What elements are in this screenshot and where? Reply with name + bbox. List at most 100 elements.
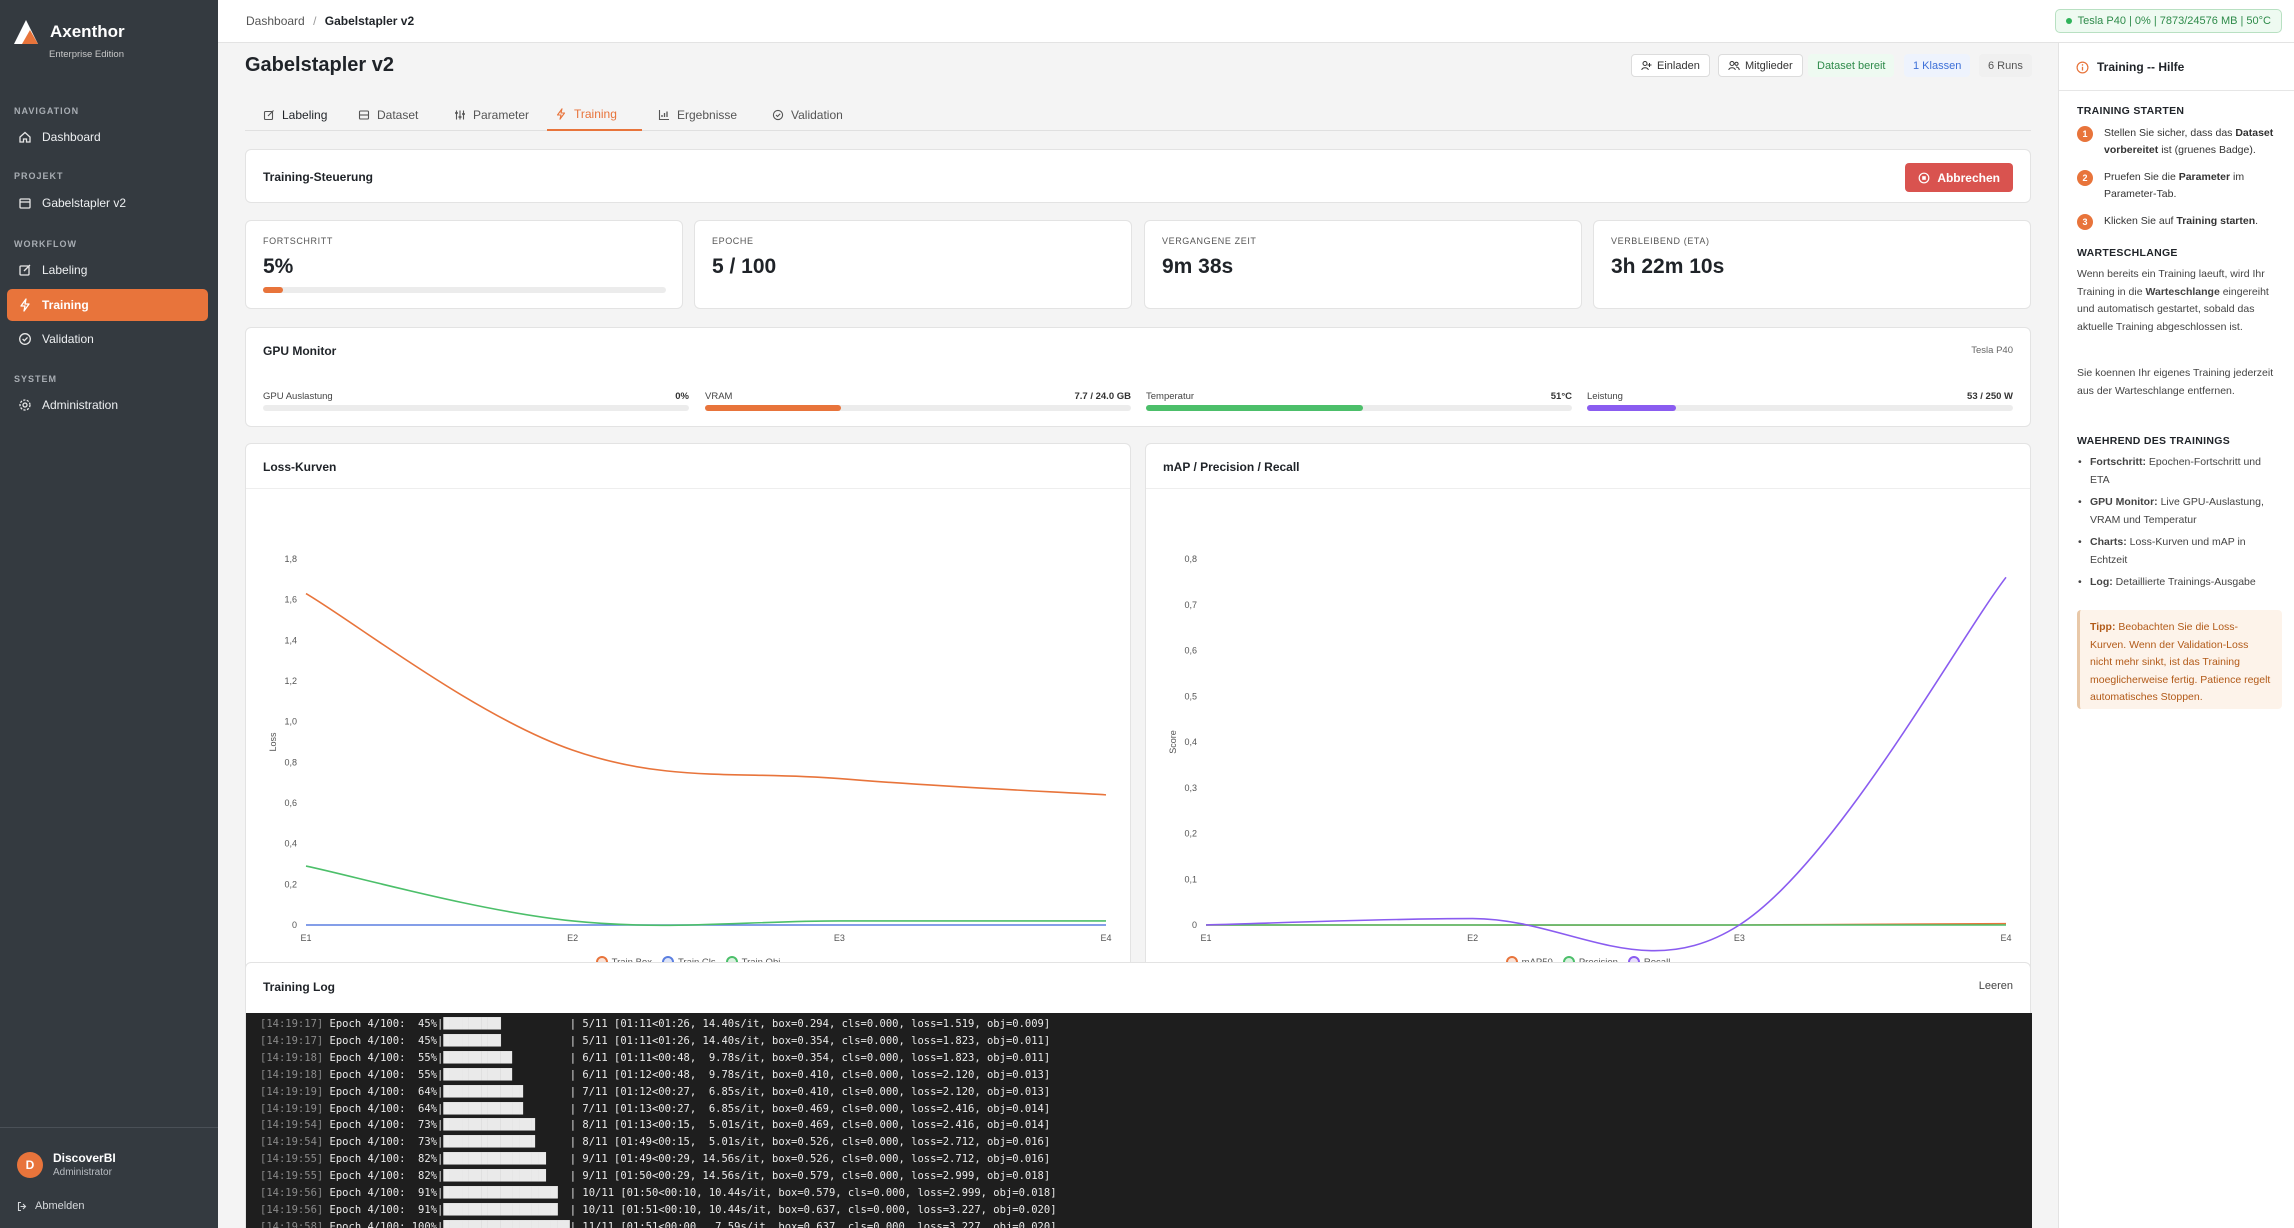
axenthor-logo-icon (14, 20, 38, 44)
y-tick-label: 0,4 (284, 839, 297, 849)
avatar[interactable]: D (17, 1152, 43, 1178)
eta-card: VERBLEIBEND (ETA) 3h 22m 10s (1593, 220, 2031, 309)
tab-labeling[interactable]: Labeling (255, 99, 335, 131)
edit-icon (263, 110, 274, 121)
sidebar-item-label: Validation (42, 332, 94, 346)
log-line: [14:19:58] Epoch 4/100: 100%|███████████… (260, 1219, 2018, 1228)
item-bold: GPU Monitor: (2090, 496, 2158, 508)
logout-button[interactable]: Abmelden (17, 1200, 85, 1212)
nav-section-workflow: WORKFLOW (14, 239, 77, 249)
training-log-card: Training Log Leeren [14:19:17] Epoch 4/1… (245, 962, 2032, 1228)
abort-button[interactable]: Abbrechen (1905, 163, 2013, 192)
breadcrumb-root[interactable]: Dashboard (246, 14, 305, 28)
log-timestamp: [14:19:55] (260, 1170, 324, 1183)
lightning-icon (556, 108, 566, 120)
card-divider (246, 488, 1130, 489)
log-line: [14:19:19] Epoch 4/100: 64%|████████████… (260, 1101, 2018, 1118)
sidebar-item-dashboard[interactable]: Dashboard (7, 121, 208, 153)
stat-label: VERBLEIBEND (ETA) (1611, 236, 1710, 246)
y-tick-label: 1,0 (284, 717, 297, 727)
log-text: Epoch 4/100: 45%|█████████▏ | 5/11 [01:1… (323, 1034, 1051, 1047)
help-step: 3 Klicken Sie auf Training starten. (2077, 213, 2282, 230)
sidebar-item-administration[interactable]: Administration (7, 389, 208, 421)
tab-bar: Labeling Dataset Parameter Training Erge… (245, 99, 2031, 131)
log-line: [14:19:17] Epoch 4/100: 45%|█████████▏ |… (260, 1033, 2018, 1050)
log-line: [14:19:54] Epoch 4/100: 73%|████████████… (260, 1117, 2018, 1134)
gpu-metric-temperature: Temperatur 51°C (1146, 391, 1572, 411)
log-timestamp: [14:19:17] (260, 1018, 324, 1030)
step-text: im Parameter-Tab. (2104, 171, 2245, 200)
tab-label: Labeling (282, 108, 328, 122)
breadcrumb-separator: / (313, 14, 317, 28)
log-timestamp: [14:19:55] (260, 1153, 324, 1166)
gear-icon (19, 399, 31, 411)
tab-training[interactable]: Training (547, 99, 642, 131)
clear-log-button[interactable]: Leeren (1978, 980, 2013, 992)
log-title: Training Log (263, 980, 335, 994)
breadcrumb-current: Gabelstapler v2 (324, 14, 415, 28)
epoch-card: EPOCHE 5 / 100 (694, 220, 1132, 309)
step-number: 3 (2077, 214, 2093, 230)
training-control-title: Training-Steuerung (263, 170, 374, 184)
tab-parameter[interactable]: Parameter (446, 99, 537, 131)
sidebar-item-label: Training (42, 298, 89, 312)
step-number: 2 (2077, 170, 2093, 186)
x-tick-label: E1 (1200, 933, 1211, 943)
training-control-card: Training-Steuerung Abbrechen (245, 149, 2031, 203)
y-tick-label: 0,8 (1184, 554, 1197, 564)
members-label: Mitglieder (1745, 59, 1793, 72)
brand[interactable]: Axenthor Enterprise Edition (12, 18, 125, 60)
metric-value: 7.7 / 24.0 GB (1074, 391, 1131, 402)
dataset-ready-badge: Dataset bereit (1808, 54, 1895, 77)
sidebar-item-label: Dashboard (42, 130, 101, 144)
item-text: Loss-Kurven und mAP in Echtzeit (2090, 536, 2246, 566)
sidebar: Axenthor Enterprise Edition NAVIGATION D… (0, 0, 218, 1228)
lightning-icon (20, 298, 30, 312)
help-paragraph: Sie koennen Ihr eigenes Training jederze… (2077, 367, 2274, 397)
y-tick-label: 0,6 (1184, 646, 1197, 656)
log-text: Epoch 4/100: 100%|████████████████████| … (323, 1220, 1057, 1228)
metric-fill (705, 405, 842, 411)
tip-bold: Tipp: (2090, 621, 2116, 633)
gpu-monitor-card: GPU Monitor Tesla P40 GPU Auslastung 0% … (245, 327, 2031, 427)
help-panel: Training -- Hilfe TRAINING STARTEN 1 Stel… (2058, 43, 2294, 1228)
log-text: Epoch 4/100: 45%|█████████▏ | 5/11 [01:1… (323, 1018, 1051, 1030)
y-tick-label: 0,1 (1184, 874, 1197, 884)
tab-ergebnisse[interactable]: Ergebnisse (650, 99, 745, 131)
invite-button[interactable]: Einladen (1631, 54, 1710, 77)
sidebar-item-training[interactable]: Training (7, 289, 208, 321)
log-timestamp: [14:19:56] (260, 1187, 324, 1200)
progress-bar (263, 287, 666, 293)
user-plus-icon (1641, 61, 1652, 71)
invite-label: Einladen (1657, 59, 1700, 72)
loss-chart: 0 0,2 0,4 0,6 0,8 1,0 1,2 1,4 1,6 1,8 E1 E2 E3 E4 Loss (268, 554, 1112, 943)
y-tick-label: 0,2 (1184, 829, 1197, 839)
tab-dataset[interactable]: Dataset (350, 99, 426, 131)
sliders-icon (455, 110, 465, 120)
log-text: Epoch 4/100: 91%|██████████████████▏ | 1… (323, 1203, 1057, 1216)
log-line: [14:19:55] Epoch 4/100: 82%|████████████… (260, 1168, 2018, 1185)
stat-label: EPOCHE (712, 236, 754, 246)
chart-title: mAP / Precision / Recall (1163, 460, 1300, 474)
sidebar-item-labeling[interactable]: Labeling (7, 254, 208, 286)
tab-validation[interactable]: Validation (764, 99, 851, 131)
sidebar-item-project[interactable]: Gabelstapler v2 (7, 187, 208, 219)
help-divider (2059, 90, 2294, 91)
y-tick-label: 0,7 (1184, 600, 1197, 610)
classes-badge: 1 Klassen (1904, 54, 1971, 77)
abort-label: Abbrechen (1937, 170, 2000, 185)
members-button[interactable]: Mitglieder (1718, 54, 1803, 77)
y-tick-label: 1,2 (284, 676, 297, 686)
logout-icon (17, 1201, 27, 1211)
elapsed-time-card: VERGANGENE ZEIT 9m 38s (1144, 220, 1582, 309)
gpu-metric-power: Leistung 53 / 250 W (1587, 391, 2013, 411)
log-line: [14:19:19] Epoch 4/100: 64%|████████████… (260, 1084, 2018, 1101)
help-list-item: Charts: Loss-Kurven und mAP in Echtzeit (2077, 534, 2282, 569)
metric-value: 53 / 250 W (1967, 391, 2013, 402)
sidebar-item-validation[interactable]: Validation (7, 323, 208, 355)
gpu-monitor-title: GPU Monitor (263, 344, 337, 358)
stat-value: 3h 22m 10s (1611, 255, 1725, 278)
help-step: 2 Pruefen Sie die Parameter im Parameter-… (2077, 169, 2282, 203)
y-axis-label: Loss (268, 732, 278, 752)
log-timestamp: [14:19:18] (260, 1068, 324, 1081)
